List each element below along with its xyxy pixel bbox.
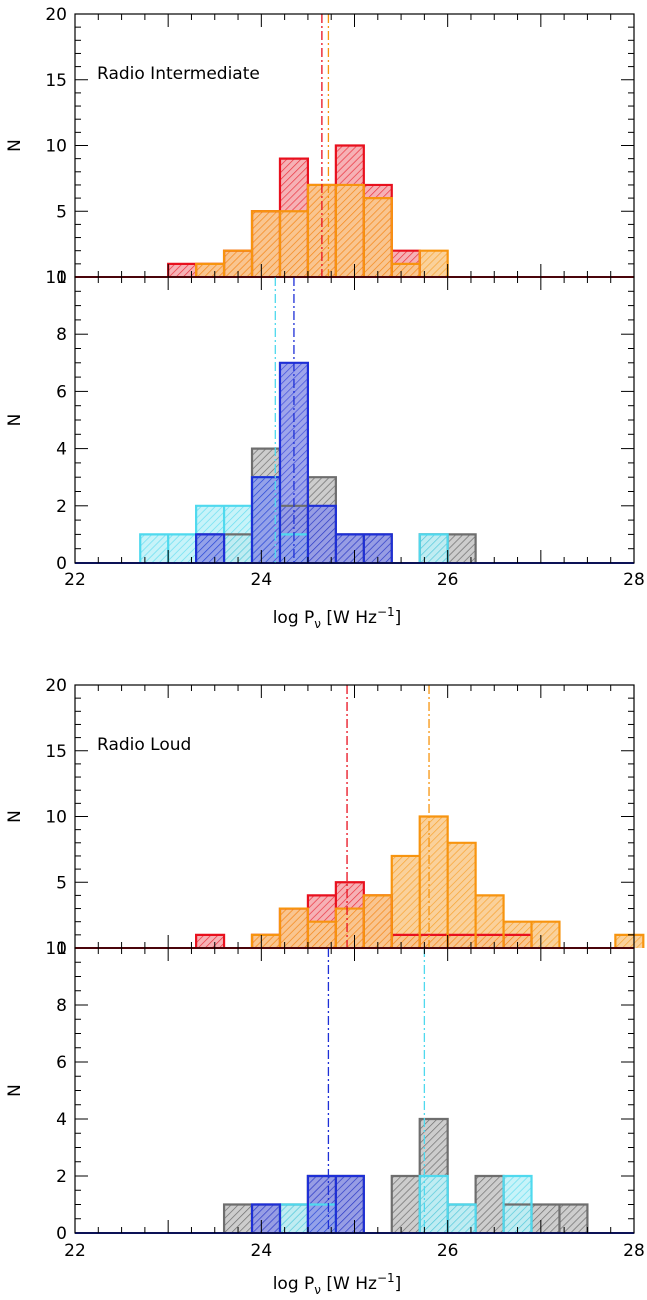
x-tick-label: 24 xyxy=(251,1241,273,1261)
y-tick-label: 2 xyxy=(56,497,67,517)
x-tick-label: 28 xyxy=(623,570,645,590)
bar-red xyxy=(196,934,225,948)
bar-gray xyxy=(531,1204,560,1233)
plot-frame xyxy=(74,276,635,564)
bar-orange xyxy=(335,908,364,948)
bar-blue xyxy=(335,1176,364,1233)
bar-red xyxy=(168,263,197,277)
bars-outline xyxy=(195,815,645,948)
bar-orange xyxy=(335,184,364,277)
x-tick-label: 24 xyxy=(251,570,273,590)
bar-orange xyxy=(252,934,280,948)
bar-blue xyxy=(196,534,225,563)
y-tick-label: 4 xyxy=(56,1110,67,1130)
bar-blue xyxy=(335,534,364,563)
panel-annotation: Radio Intermediate xyxy=(97,64,260,84)
bar-orange xyxy=(279,211,308,277)
y-tick-label: 0 xyxy=(56,554,67,574)
y-axis-label: N xyxy=(5,1084,25,1097)
y-tick-label: 20 xyxy=(45,5,67,25)
x-tick-label: 22 xyxy=(64,1241,86,1261)
y-tick-label: 8 xyxy=(56,996,67,1016)
y-tick-label: 1 xyxy=(56,939,67,959)
bar-outline-blue xyxy=(250,1174,365,1233)
bar-orange xyxy=(531,921,560,948)
y-tick-label: 0 xyxy=(56,1224,67,1244)
bars-outline xyxy=(222,1117,589,1233)
y-tick-label: 6 xyxy=(56,1053,67,1073)
bar-outline-cyan xyxy=(278,1174,533,1233)
bar-orange xyxy=(391,855,420,948)
bar-outline-orange xyxy=(250,815,645,948)
bar-orange xyxy=(391,263,420,277)
bar-orange xyxy=(363,895,392,948)
y-tick-label: 1 xyxy=(56,268,67,288)
bar-gray xyxy=(475,1176,504,1233)
bar-orange xyxy=(475,895,504,948)
bar-blue xyxy=(307,505,336,563)
bar-orange xyxy=(447,842,476,948)
y-tick-label: 5 xyxy=(56,202,67,222)
y-tick-label: 10 xyxy=(45,808,67,828)
y-tick-label: 8 xyxy=(56,325,67,345)
y-tick-label: 2 xyxy=(56,1167,67,1187)
y-tick-label: 10 xyxy=(45,268,67,288)
bars-outline xyxy=(139,361,477,563)
bar-orange xyxy=(252,211,280,277)
bar-orange xyxy=(196,263,225,277)
y-tick-label: 5 xyxy=(56,873,67,893)
y-tick-label: 10 xyxy=(45,137,67,157)
bar-gray xyxy=(391,1176,420,1233)
bar-orange xyxy=(615,934,644,948)
y-axis-label: N xyxy=(5,414,25,427)
y-axis-label: N xyxy=(5,139,25,152)
y-tick-label: 6 xyxy=(56,382,67,402)
y-tick-label: 20 xyxy=(45,676,67,696)
bar-orange xyxy=(363,198,392,277)
y-tick-label: 15 xyxy=(45,71,67,91)
x-tick-label: 26 xyxy=(437,570,459,590)
bars-fill xyxy=(196,816,644,948)
bar-orange xyxy=(279,908,308,948)
bars-fill xyxy=(224,1119,588,1233)
bar-blue xyxy=(252,1204,280,1233)
x-axis-label: log Pν [W Hz−1] xyxy=(273,1271,402,1297)
x-axis-label: log Pν [W Hz−1] xyxy=(273,605,402,631)
y-axis-label: N xyxy=(5,810,25,823)
x-tick-label: 28 xyxy=(623,1241,645,1261)
y-tick-label: 15 xyxy=(45,742,67,762)
y-tick-label: 4 xyxy=(56,440,67,460)
y-tick-label: 10 xyxy=(45,939,67,959)
panel-annotation: Radio Loud xyxy=(97,735,191,755)
x-tick-label: 26 xyxy=(437,1241,459,1261)
x-tick-label: 22 xyxy=(64,570,86,590)
bar-orange xyxy=(419,816,448,948)
